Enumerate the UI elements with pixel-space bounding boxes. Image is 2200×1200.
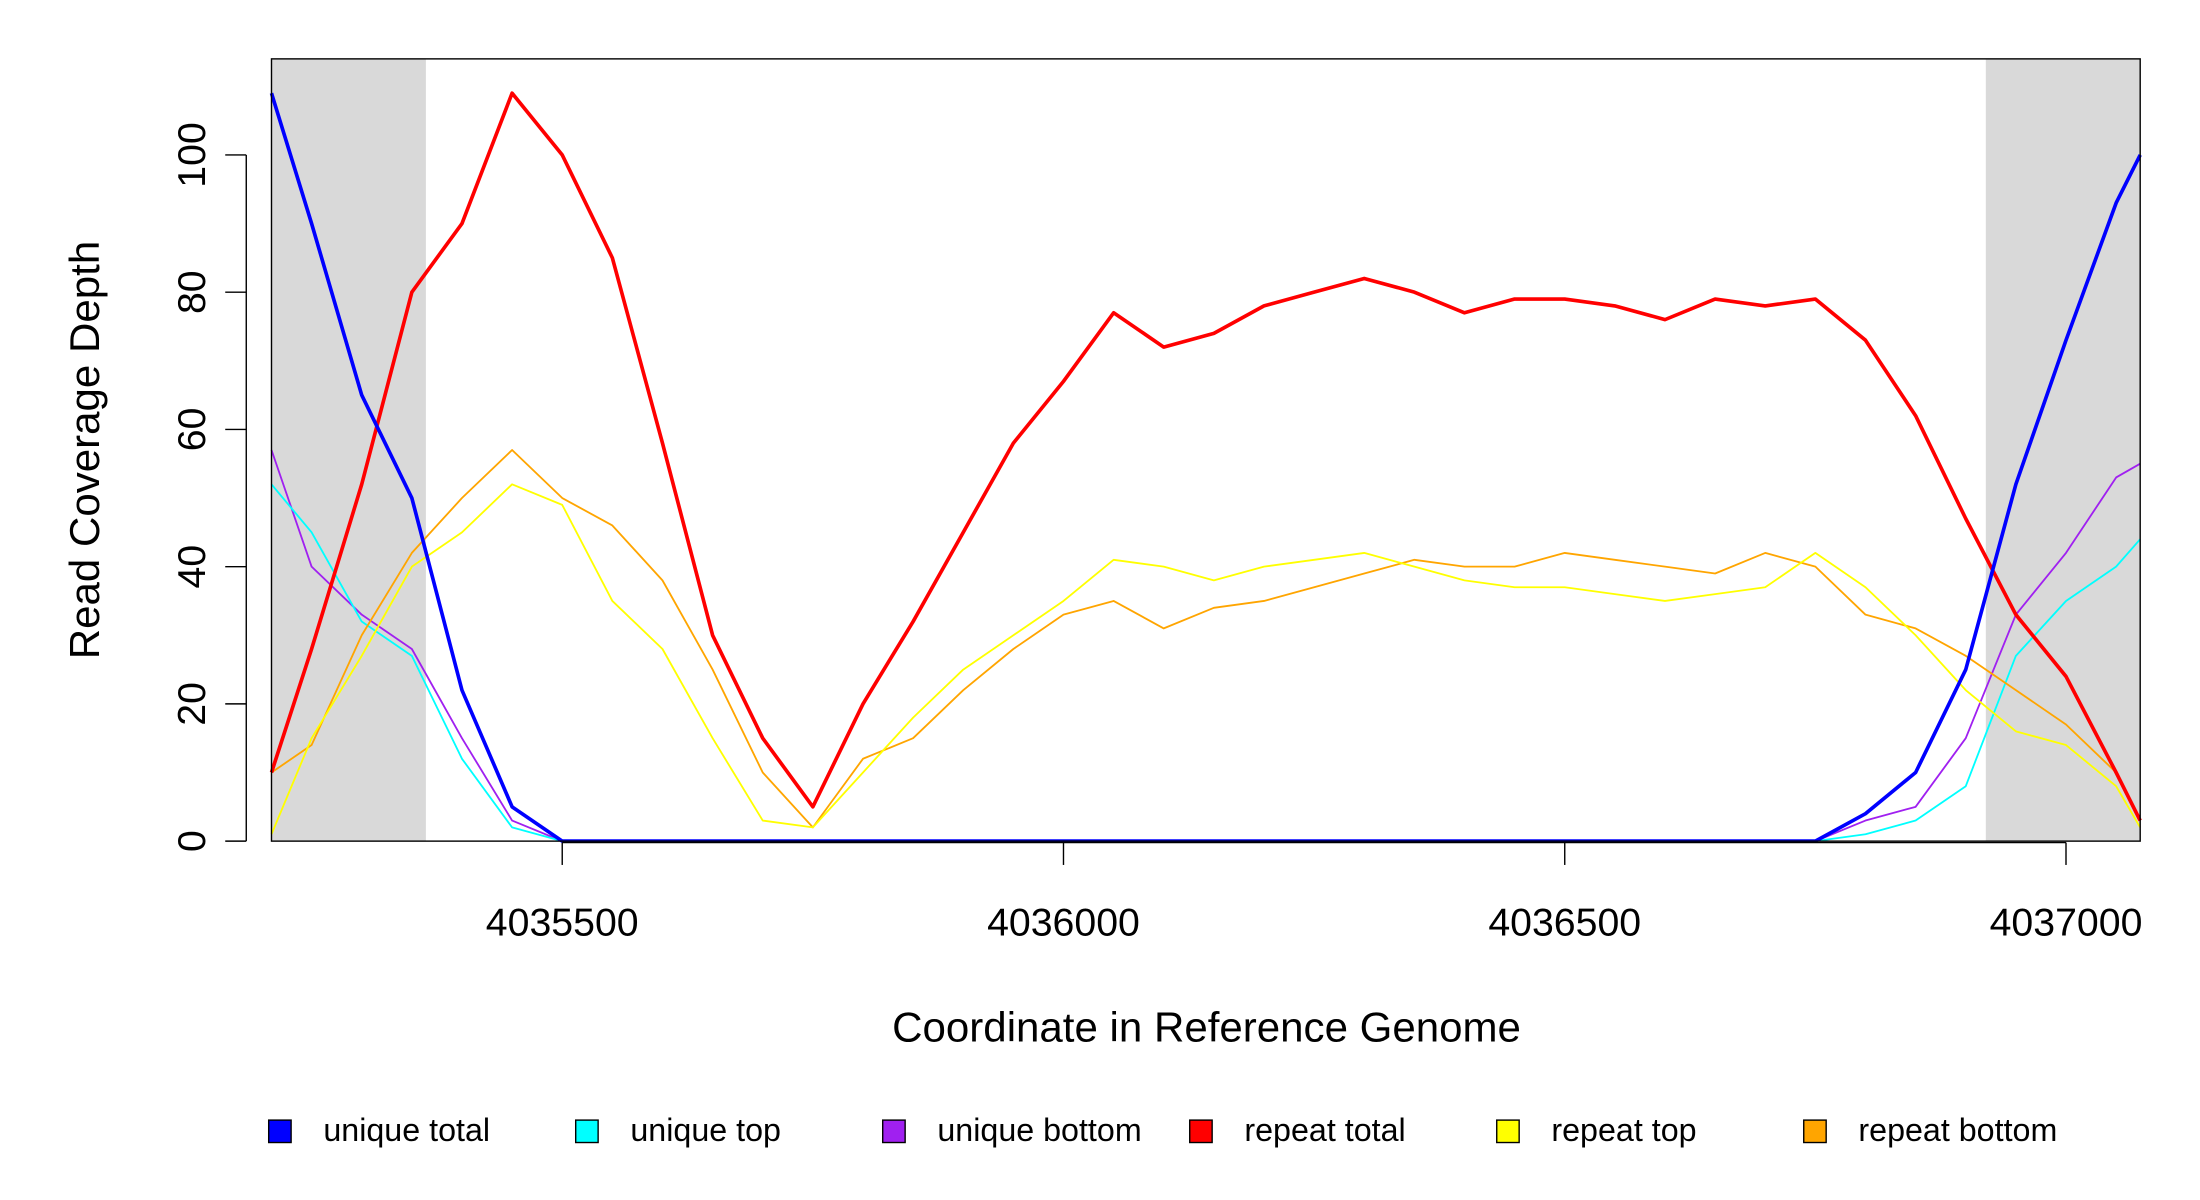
series-line [269,91,2142,822]
series-line [270,449,2141,843]
legend-label: unique total [323,1112,490,1148]
legend-label: repeat bottom [1858,1112,2057,1148]
y-tick-label: 100 [170,122,214,188]
legend-swatch [267,1119,292,1144]
series-line [270,483,2141,835]
shaded-region [271,58,426,842]
y-tick-label: 60 [170,408,214,452]
series-line [270,449,2142,829]
y-tick-label: 80 [170,270,214,314]
legend-swatch [1496,1119,1520,1144]
y-tick-label: 40 [170,545,214,589]
y-axis-title: Read Coverage Depth [61,241,108,659]
legend-label: repeat top [1551,1112,1696,1148]
shaded-region [1985,58,2141,842]
y-tick-label: 0 [170,830,214,852]
legend-swatch [882,1119,906,1144]
legend-label: unique top [630,1112,781,1148]
x-axis-title: Coordinate in Reference Genome [892,1003,1521,1050]
x-tick-label: 4036000 [987,901,1140,945]
y-tick-label: 20 [170,682,214,726]
x-tick-label: 4036500 [1488,901,1641,945]
legend-label: repeat total [1244,1112,1405,1148]
x-tick-label: 4037000 [1990,901,2143,945]
plot-frame [270,58,2141,842]
legend-swatch [575,1119,599,1144]
legend-swatch [1189,1119,1213,1144]
series-line [269,92,2142,843]
x-tick-label: 4035500 [486,901,639,945]
series-line [270,483,2141,843]
legend-label: unique bottom [937,1112,1141,1148]
legend-swatch [1803,1119,1827,1144]
